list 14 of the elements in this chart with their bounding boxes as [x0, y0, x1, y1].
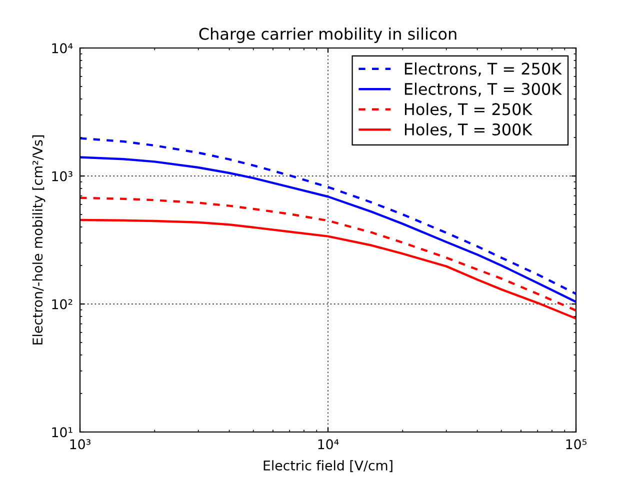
legend-label: Electrons, T = 250K [404, 62, 562, 76]
y-tick-label: 10² [52, 299, 72, 310]
y-axis-title: Electron/-hole mobility [cm²/Vs] [32, 135, 46, 344]
legend-label: Holes, T = 300K [404, 123, 533, 138]
chart-title: Charge carrier mobility in silicon [199, 28, 456, 43]
x-tick-label: 10⁴ [318, 439, 339, 450]
legend-label: Holes, T = 250K [404, 102, 533, 117]
legend-label: Electrons, T = 300K [404, 82, 562, 97]
x-tick-label: 10³ [70, 439, 90, 450]
x-tick-label: 10⁵ [566, 439, 587, 450]
y-tick-label: 10¹ [52, 427, 72, 438]
x-axis-title: Electric field [V/cm] [264, 460, 392, 472]
y-tick-label: 10³ [52, 171, 72, 182]
y-tick-label: 10⁴ [52, 43, 73, 54]
